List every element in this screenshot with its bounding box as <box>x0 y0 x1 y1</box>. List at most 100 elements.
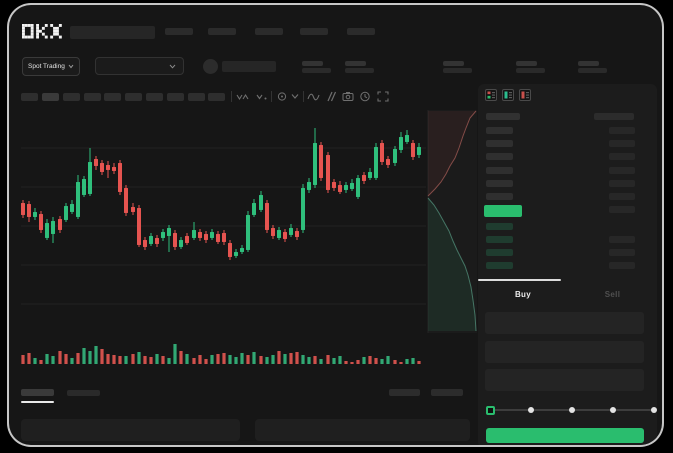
volume-bar <box>301 355 305 364</box>
pair-selector-dropdown[interactable] <box>95 57 184 75</box>
orderbook-last-price[interactable] <box>484 205 522 217</box>
timeframe-button-8[interactable] <box>167 93 184 101</box>
price-chart-canvas[interactable] <box>20 106 478 368</box>
avatar[interactable] <box>203 59 218 74</box>
orderbook-ask-row-6[interactable] <box>486 193 513 200</box>
volume-bar <box>289 353 293 364</box>
timeframe-button-1[interactable] <box>21 93 38 101</box>
orderbook-ask-row-2[interactable] <box>486 140 513 147</box>
orderbook-ask-row-1[interactable] <box>486 127 513 134</box>
header-search-input[interactable] <box>70 26 155 39</box>
timeframe-button-9[interactable] <box>188 93 205 101</box>
candle-body <box>45 223 49 238</box>
timeframe-button-2[interactable] <box>42 93 59 101</box>
volume-bar <box>216 354 220 364</box>
chevron-down-icon <box>169 64 176 69</box>
orderbook-bid-row-2[interactable] <box>486 236 513 243</box>
candle-body <box>21 203 25 215</box>
candle-body <box>88 162 92 194</box>
nav-item-placeholder-1[interactable] <box>165 28 193 35</box>
orderbook-ask-row-3[interactable] <box>486 153 513 160</box>
timeframe-button-4[interactable] <box>84 93 101 101</box>
candle-body <box>271 228 275 236</box>
nav-item-placeholder-4[interactable] <box>300 28 328 35</box>
tab-buy[interactable]: Buy <box>514 290 531 299</box>
volume-bar <box>70 358 74 364</box>
price-input[interactable] <box>485 312 644 334</box>
compare-icon[interactable] <box>325 91 337 102</box>
line-tool-icon[interactable] <box>307 92 320 102</box>
bottom-action-placeholder-2[interactable] <box>431 389 463 396</box>
slider-handle[interactable] <box>485 405 495 415</box>
candle-body <box>307 182 311 190</box>
bottom-tab-active[interactable] <box>21 389 54 396</box>
orderbook-layout-bids-icon[interactable] <box>502 89 514 101</box>
candle-body <box>386 159 390 165</box>
slider-stop-3[interactable] <box>610 407 616 413</box>
nav-item-placeholder-5[interactable] <box>347 28 375 35</box>
slider-stop-4[interactable] <box>651 407 657 413</box>
candle-body <box>277 230 281 238</box>
slider-stop-1[interactable] <box>528 407 534 413</box>
candle-body <box>76 182 80 217</box>
volume-bar <box>411 358 415 364</box>
candle-body <box>137 208 141 245</box>
orderbook-bid-row-3[interactable] <box>486 249 513 256</box>
volume-bar <box>179 351 183 364</box>
interval-dropdown-icon[interactable] <box>256 93 268 101</box>
orderbook-size-bar-5 <box>609 180 635 187</box>
orderbook-ask-row-4[interactable] <box>486 167 513 174</box>
tab-sell[interactable]: Sell <box>604 290 621 299</box>
amount-input[interactable] <box>485 341 644 363</box>
candle-body <box>216 234 220 242</box>
candle-body <box>106 165 110 170</box>
orderbook-bid-row-4[interactable] <box>486 262 513 269</box>
bottom-tab-inactive[interactable] <box>67 390 100 396</box>
volume-bar <box>417 361 421 364</box>
orderbook-bid-row-1[interactable] <box>486 223 513 230</box>
candle-body <box>118 163 122 192</box>
volume-bar <box>338 356 342 364</box>
candle-body <box>380 143 384 162</box>
timeframe-button-7[interactable] <box>146 93 163 101</box>
toolbar-separator <box>231 91 232 102</box>
volume-bar <box>131 354 135 364</box>
candle-body <box>131 207 135 212</box>
chart-type-icon[interactable] <box>236 92 249 102</box>
timeframe-button-5[interactable] <box>104 93 121 101</box>
camera-icon[interactable] <box>342 91 354 102</box>
total-input[interactable] <box>485 369 644 391</box>
candle-body <box>246 215 250 250</box>
candle-body <box>332 182 336 188</box>
orderbook-size-bar-3 <box>609 153 635 160</box>
candle-body <box>173 233 177 247</box>
buy-submit-button[interactable] <box>486 428 644 443</box>
orderbook-layout-asks-icon[interactable] <box>519 89 531 101</box>
ticker-stat-label-1 <box>302 61 323 66</box>
volume-bar <box>319 359 323 364</box>
orderbook-size-bar-2 <box>609 140 635 147</box>
nav-item-placeholder-2[interactable] <box>208 28 236 35</box>
candle-body <box>124 188 128 213</box>
bottom-action-placeholder-1[interactable] <box>389 389 420 396</box>
market-selector-dropdown[interactable]: Spot Trading <box>22 57 80 76</box>
candle-body <box>58 219 62 230</box>
volume-bar <box>307 357 311 364</box>
timeframe-button-10[interactable] <box>208 93 225 101</box>
timeframe-button-3[interactable] <box>63 93 80 101</box>
timeframe-button-6[interactable] <box>125 93 142 101</box>
candle-body <box>374 147 378 178</box>
fullscreen-icon[interactable] <box>377 91 389 102</box>
orderbook-ask-row-5[interactable] <box>486 180 513 187</box>
history-clock-icon[interactable] <box>359 91 371 102</box>
okx-logo[interactable] <box>22 24 66 39</box>
orderbook-layout-both-icon[interactable] <box>485 89 497 101</box>
volume-bar <box>155 354 159 364</box>
slider-stop-2[interactable] <box>569 407 575 413</box>
indicators-icon[interactable] <box>277 91 301 102</box>
volume-bar <box>393 360 397 364</box>
candle-body <box>149 236 153 244</box>
volume-bar <box>228 355 232 364</box>
nav-item-placeholder-3[interactable] <box>255 28 283 35</box>
candle-body <box>399 137 403 150</box>
